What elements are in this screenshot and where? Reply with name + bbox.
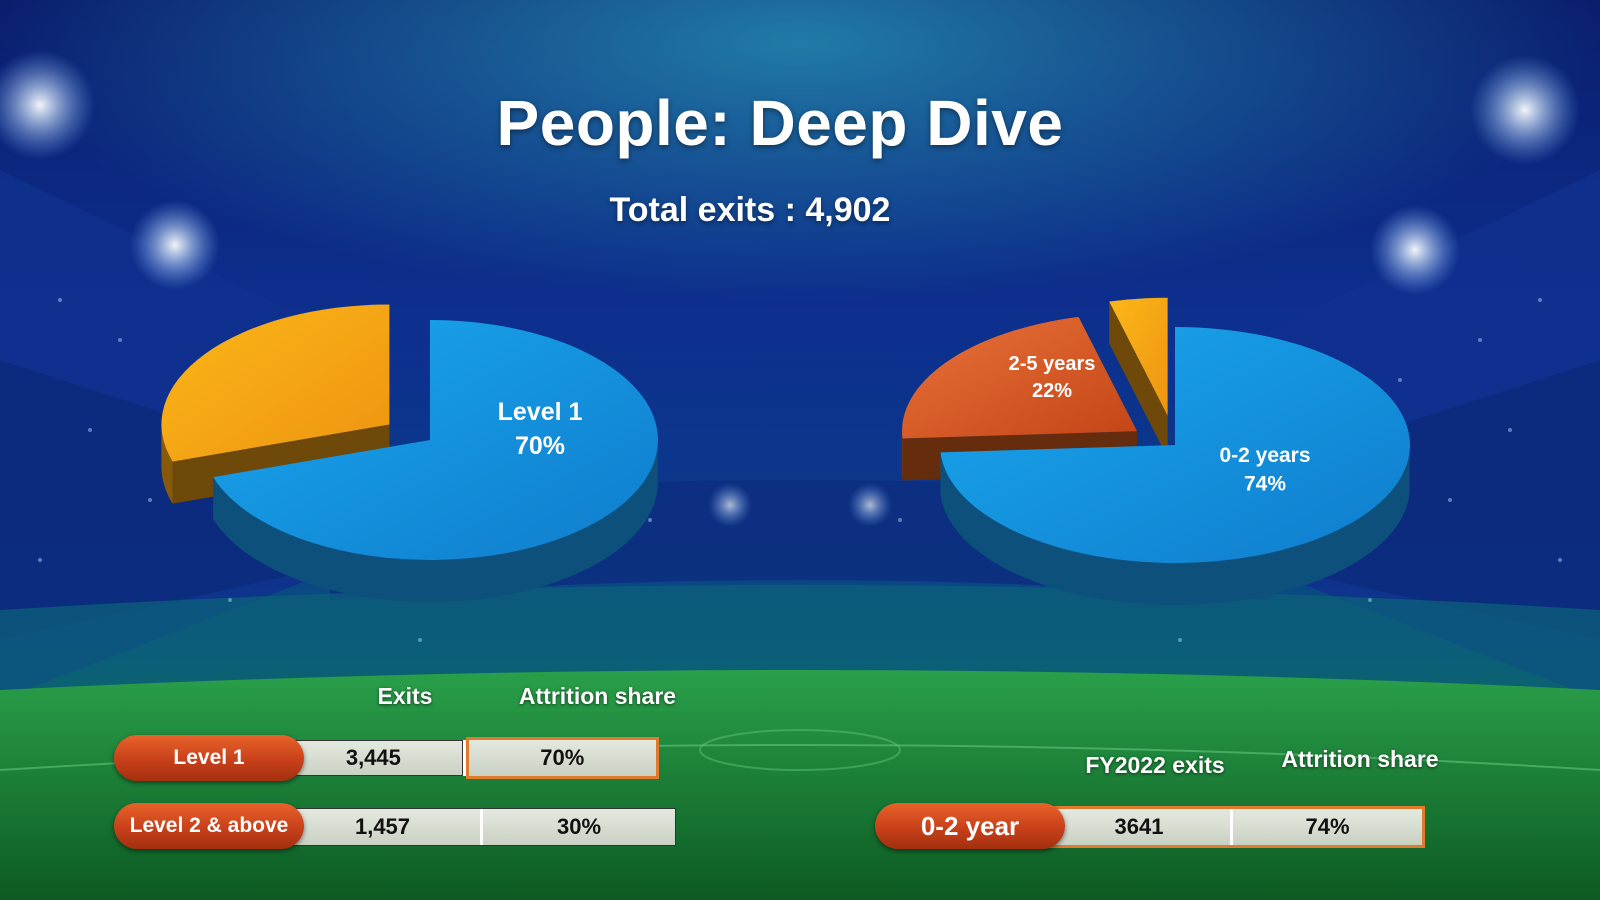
pie-slice-label: 2-5 years bbox=[1009, 353, 1096, 375]
col-head-fy2022-exits: FY2022 exits bbox=[1085, 752, 1225, 778]
cell-divider bbox=[462, 740, 466, 776]
table-row: 0-2 year 3641 74% bbox=[875, 803, 1455, 849]
pie-slice-value: 22% bbox=[1032, 380, 1072, 402]
row-bar: 1,457 30% bbox=[284, 808, 676, 846]
share-value: 30% bbox=[556, 814, 602, 839]
share-value: 74% bbox=[1305, 814, 1350, 839]
pie-slice-value: 74% bbox=[1244, 472, 1286, 495]
row-label-level-2: Level 2 & above bbox=[114, 803, 304, 849]
pie-slice bbox=[213, 320, 659, 602]
table-row: Level 2 & above 1,457 30% bbox=[114, 803, 694, 849]
row-label-0-2-year: 0-2 year bbox=[875, 803, 1065, 849]
pie-slice-label: Level 1 bbox=[498, 398, 583, 426]
cell-divider bbox=[480, 809, 483, 845]
total-exits-subtitle: Total exits : 4,902 bbox=[609, 191, 891, 229]
cell-divider bbox=[1230, 809, 1233, 845]
share-value: 70% bbox=[465, 737, 659, 779]
table-row: Level 1 3,445 70% bbox=[114, 735, 694, 781]
row-label-level-1: Level 1 bbox=[114, 735, 304, 781]
pie-slice bbox=[1109, 297, 1168, 458]
col-head-exits: Exits bbox=[377, 683, 433, 709]
page-title: People: Deep Dive bbox=[496, 87, 1064, 159]
exits-value: 1,457 bbox=[354, 814, 411, 839]
exits-value: 3,445 bbox=[284, 740, 463, 776]
row-bar: 3,445 70% bbox=[284, 737, 659, 779]
row-bar: 3641 74% bbox=[1045, 806, 1425, 848]
pie-slice bbox=[940, 327, 1410, 605]
pie-chart-tenure: 2-5 years 22% 0-2 years 74% bbox=[901, 297, 1410, 605]
pie-slice-value: 70% bbox=[515, 432, 565, 460]
pie-slice-label: 0-2 years bbox=[1219, 444, 1310, 467]
col-head-attrition-share: Attrition share bbox=[1281, 746, 1439, 772]
pie-chart-level: Level 1 70% bbox=[161, 304, 659, 602]
exits-value: 3641 bbox=[1114, 814, 1164, 839]
col-head-attrition-share: Attrition share bbox=[518, 683, 677, 709]
